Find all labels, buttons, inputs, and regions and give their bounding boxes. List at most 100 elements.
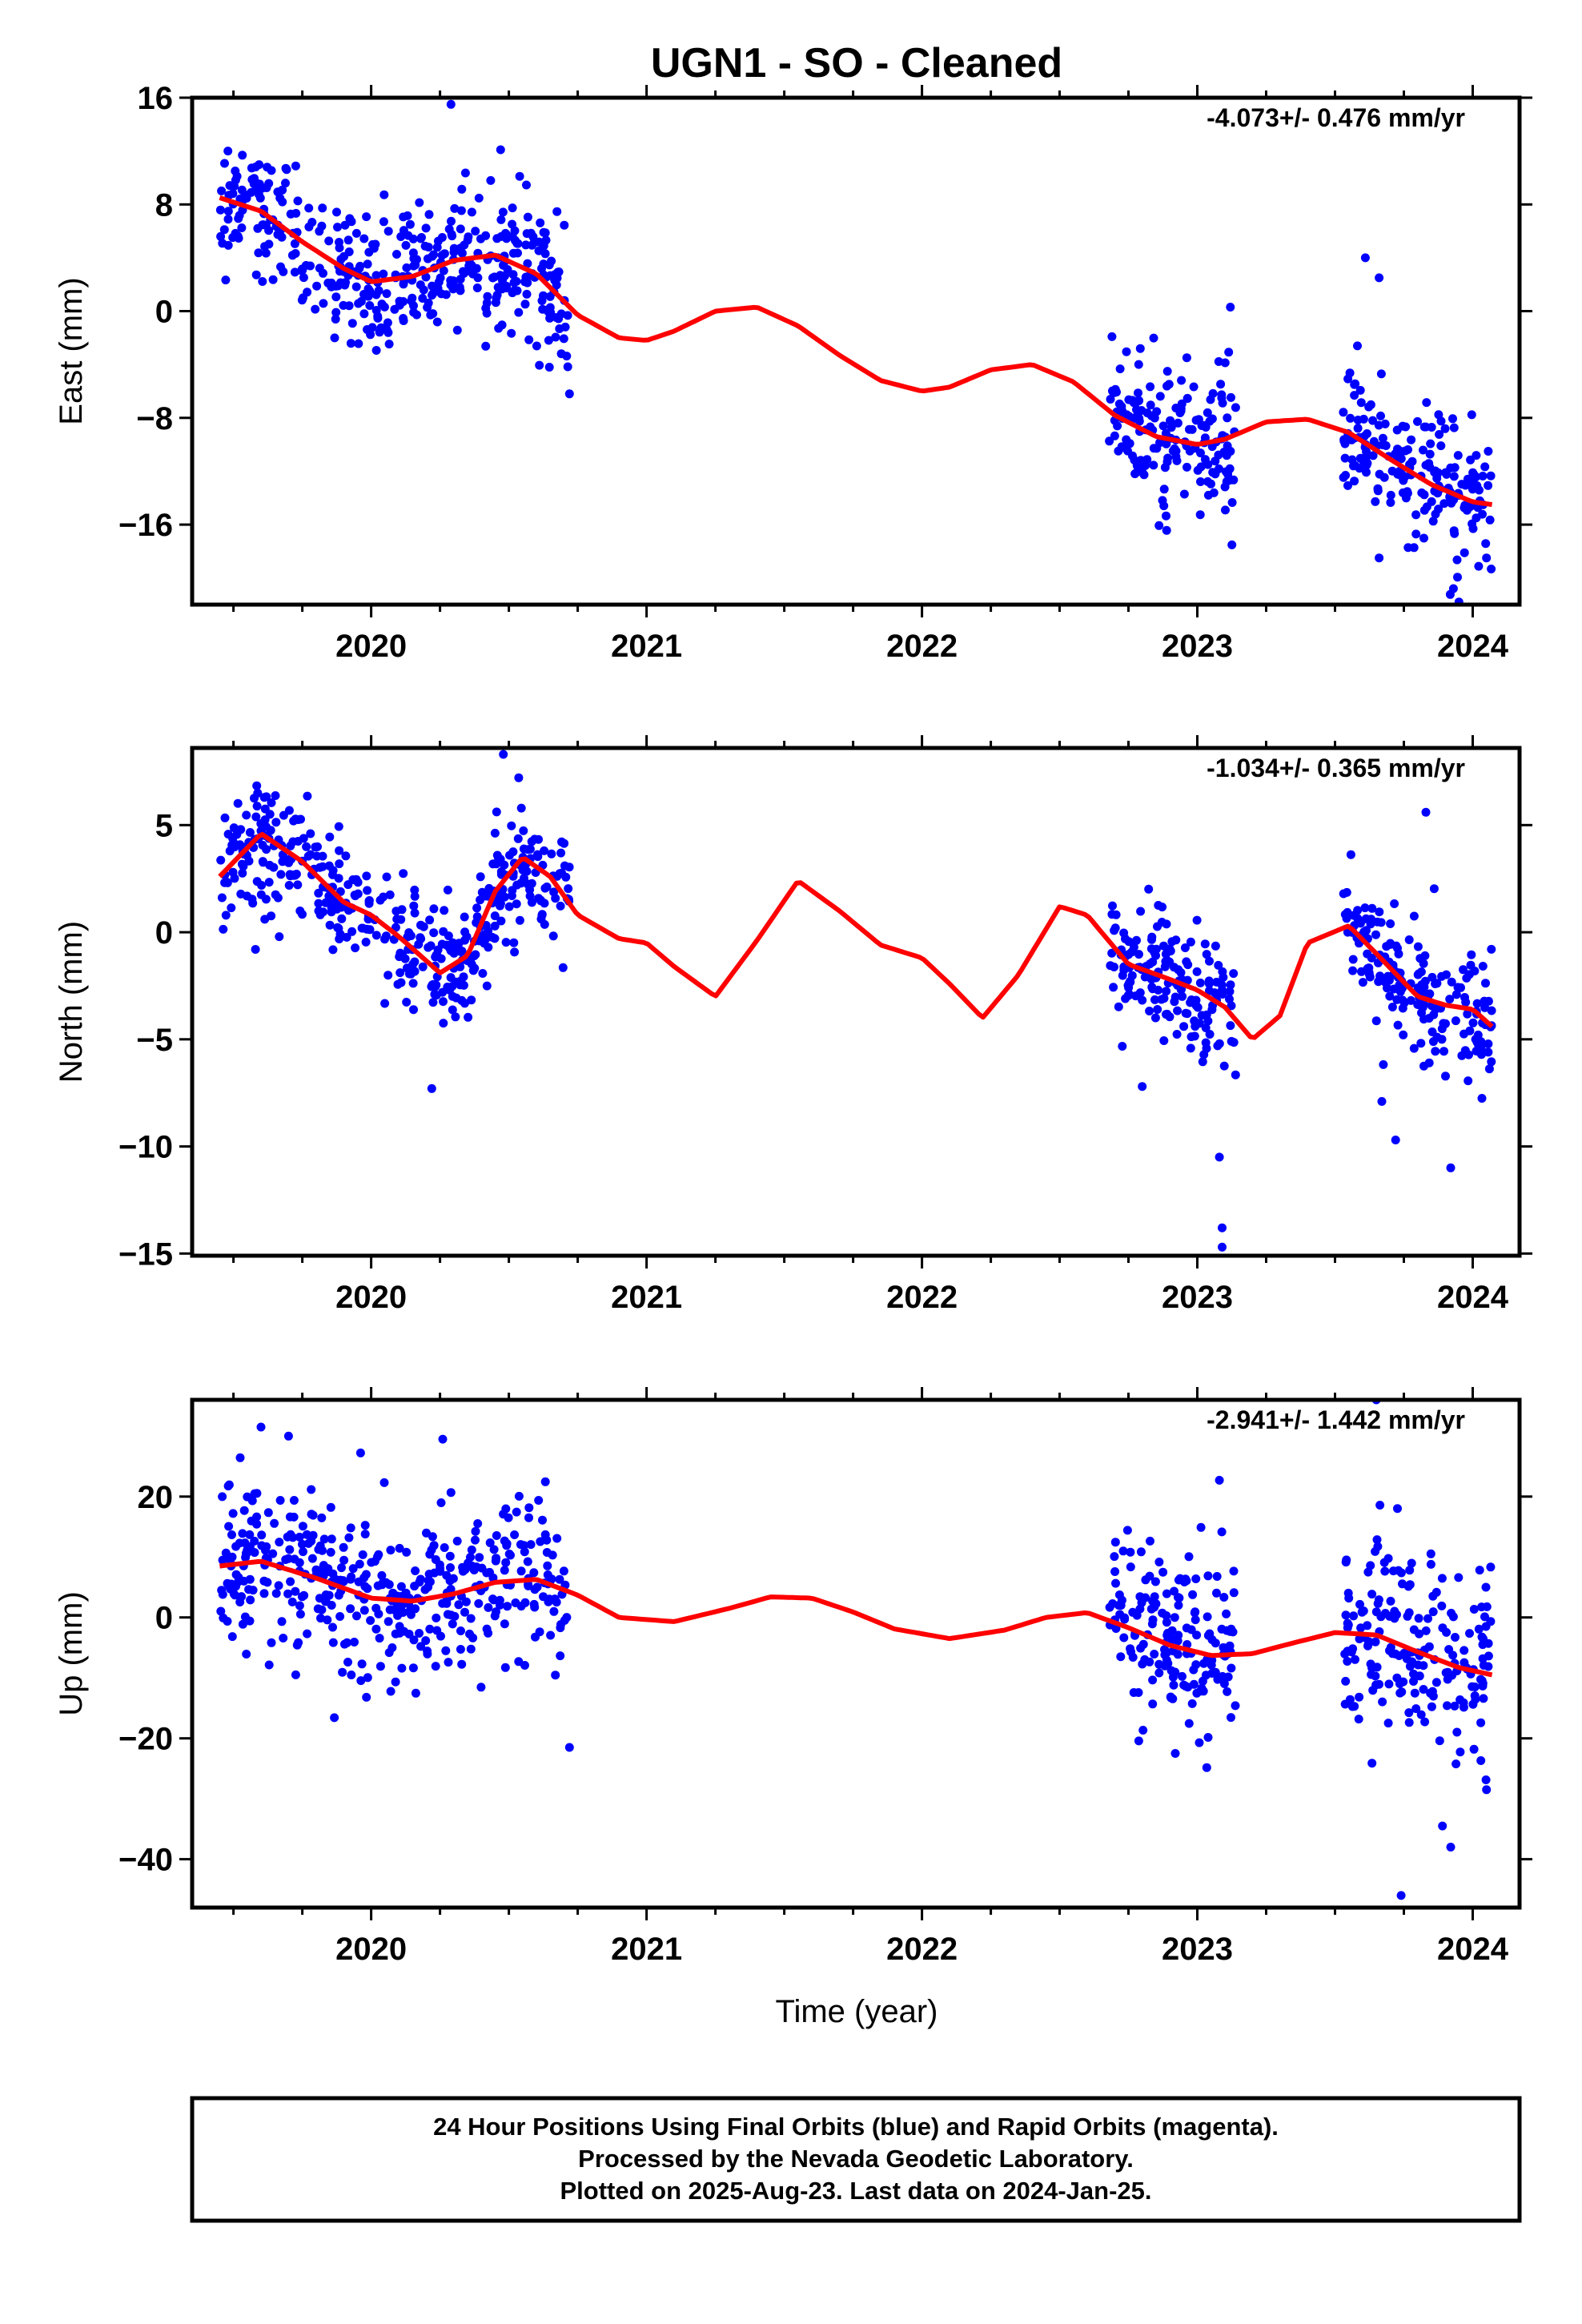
data-point [327, 907, 336, 917]
data-point [1227, 1663, 1236, 1673]
data-point [530, 1585, 540, 1594]
data-point [1356, 1623, 1366, 1633]
data-point [371, 346, 381, 355]
data-point [425, 1578, 435, 1586]
data-point [281, 1555, 291, 1564]
data-point [1218, 1223, 1227, 1232]
data-point [219, 225, 229, 235]
data-point [1460, 501, 1470, 510]
data-point [1353, 416, 1363, 424]
data-point [484, 883, 494, 893]
data-point [421, 223, 431, 233]
data-point [260, 242, 270, 251]
data-point [1113, 421, 1122, 431]
data-point [314, 1545, 323, 1554]
data-point [504, 1550, 514, 1558]
data-point [1356, 398, 1366, 408]
data-point [258, 277, 267, 286]
data-point [1148, 1596, 1158, 1606]
data-point [1162, 1618, 1171, 1627]
data-point [514, 773, 524, 782]
plot-frame [190, 1397, 1522, 1910]
data-point [1457, 480, 1467, 489]
data-point [564, 1743, 574, 1752]
data-point [354, 1577, 363, 1586]
data-point [354, 299, 363, 308]
data-point [396, 948, 405, 958]
data-point [334, 822, 343, 831]
footer-line-2: Processed by the Nevada Geodetic Laborat… [578, 2145, 1134, 2173]
data-point [525, 885, 535, 895]
data-point [1115, 364, 1125, 374]
data-point [1217, 1527, 1227, 1537]
data-point [415, 198, 424, 207]
data-point [458, 1562, 468, 1572]
data-point [465, 264, 475, 274]
data-point [355, 1559, 364, 1569]
data-point [266, 826, 275, 835]
y-axis-label: Up (mm) [54, 1591, 89, 1716]
data-point [564, 389, 574, 399]
data-point [1443, 1701, 1452, 1711]
data-point [536, 896, 545, 906]
data-point [387, 1643, 397, 1652]
data-point [1170, 992, 1180, 1002]
data-point [524, 1581, 533, 1590]
data-point [1441, 468, 1451, 477]
data-point [424, 943, 433, 952]
x-tick-label: 2021 [611, 1280, 682, 1315]
data-point [543, 1570, 552, 1579]
data-point [311, 842, 320, 852]
data-point [538, 1515, 547, 1525]
data-point [1171, 446, 1181, 456]
data-point [1174, 1630, 1183, 1640]
data-point [377, 300, 387, 309]
data-point [264, 179, 274, 188]
data-point [1409, 1625, 1419, 1634]
data-point [422, 1528, 431, 1538]
data-point [364, 896, 374, 905]
data-point [471, 227, 480, 236]
data-point [268, 275, 278, 284]
data-point [291, 161, 300, 171]
data-point [489, 1545, 499, 1554]
data-point [319, 299, 328, 308]
data-point [303, 791, 312, 801]
data-point [1427, 497, 1436, 506]
data-point [307, 1485, 316, 1494]
data-point [464, 1012, 473, 1022]
data-point [507, 328, 516, 338]
data-point [365, 301, 375, 310]
data-point [246, 1595, 255, 1605]
data-point [421, 272, 431, 282]
data-point [446, 1563, 455, 1572]
data-point [1222, 1609, 1231, 1618]
data-point [1200, 433, 1210, 443]
data-point [1449, 472, 1459, 481]
y-tick-label: 0 [155, 295, 173, 330]
data-point [504, 902, 514, 911]
data-point [1428, 517, 1438, 526]
data-point [560, 1615, 569, 1625]
data-point [1476, 1718, 1486, 1727]
data-point [544, 307, 553, 316]
data-point [235, 1453, 245, 1462]
data-point [371, 306, 381, 315]
data-point [1404, 1708, 1414, 1718]
data-point [397, 1663, 407, 1673]
data-point [339, 1576, 348, 1586]
data-point [439, 997, 448, 1007]
data-point [1227, 392, 1235, 402]
data-point [1177, 376, 1186, 385]
data-point [1133, 409, 1142, 418]
data-point [311, 304, 320, 314]
data-point [1201, 1023, 1211, 1032]
data-point [547, 849, 556, 858]
data-point [1136, 1643, 1146, 1653]
data-point [1162, 525, 1171, 535]
y-tick-label: 0 [155, 1601, 173, 1636]
data-point [1475, 1566, 1484, 1575]
data-point [1110, 1567, 1120, 1576]
data-point [1203, 1733, 1213, 1742]
data-point [1346, 850, 1355, 859]
